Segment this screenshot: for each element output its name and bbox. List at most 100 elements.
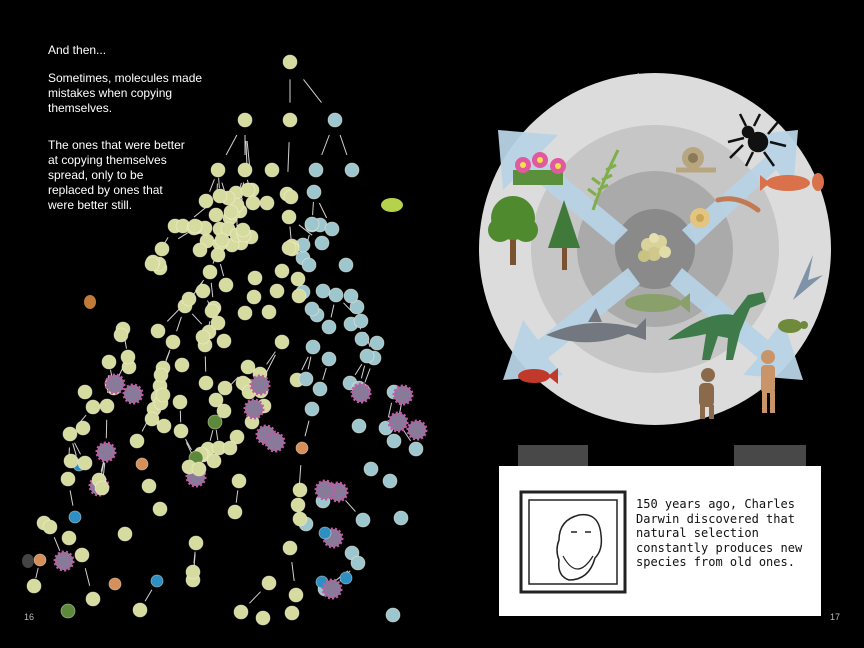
molecule — [392, 384, 414, 406]
molecule — [117, 526, 133, 542]
molecule — [181, 291, 197, 307]
molecule — [304, 401, 320, 417]
molecule — [227, 504, 243, 520]
molecule — [132, 602, 148, 618]
tree-link — [84, 568, 91, 586]
molecule — [247, 270, 263, 286]
molecule — [314, 479, 336, 501]
molecule — [152, 501, 168, 517]
molecule — [99, 398, 115, 414]
tree-link — [307, 356, 312, 370]
molecule — [155, 387, 171, 403]
molecule — [165, 334, 181, 350]
tree-link — [330, 304, 335, 318]
molecule — [101, 354, 117, 370]
red-fish-icon — [518, 368, 558, 384]
molecule — [408, 441, 424, 457]
mutant-molecule — [381, 198, 403, 212]
molecule — [350, 555, 366, 571]
molecule — [172, 394, 188, 410]
molecule — [274, 334, 290, 350]
molecule — [284, 605, 300, 621]
tree-link — [339, 134, 348, 156]
molecule — [122, 383, 144, 405]
molecule — [135, 457, 149, 471]
tree-link — [289, 226, 292, 240]
molecule — [218, 277, 234, 293]
tree-link — [266, 351, 276, 365]
molecule — [77, 455, 93, 471]
molecule — [94, 480, 110, 496]
spider-icon — [727, 113, 787, 167]
ape-icon — [699, 368, 715, 419]
molecule — [198, 375, 214, 391]
molecule — [261, 575, 277, 591]
molecule — [208, 392, 224, 408]
tree-link — [176, 316, 182, 332]
molecule — [308, 162, 324, 178]
darwin-card: 150 years ago, Charles Darwin discovered… — [499, 466, 821, 616]
molecule — [355, 512, 371, 528]
tree-link — [287, 142, 290, 172]
tree-link — [218, 177, 220, 189]
molecule — [33, 553, 47, 567]
tree-link — [166, 308, 181, 322]
molecule — [274, 263, 290, 279]
molecule — [187, 218, 203, 234]
human-icon — [761, 350, 775, 413]
molecule — [290, 271, 306, 287]
tree-link — [185, 438, 192, 451]
molecule — [195, 329, 211, 345]
molecule — [328, 287, 344, 303]
tree-link — [303, 79, 322, 103]
tree-link — [74, 442, 81, 455]
molecule — [315, 283, 331, 299]
molecule — [264, 162, 280, 178]
molecule — [292, 511, 308, 527]
molecule — [282, 540, 298, 556]
darwin-portrait-icon — [519, 490, 627, 594]
molecule — [192, 242, 208, 258]
cell-cluster-icon — [638, 233, 671, 262]
molecule — [210, 162, 226, 178]
tree-link — [144, 589, 153, 602]
molecule — [339, 571, 353, 585]
tree-link — [69, 490, 74, 506]
molecule — [60, 471, 76, 487]
molecule — [85, 591, 101, 607]
molecule — [156, 418, 172, 434]
tree-icon — [488, 196, 538, 265]
molecule-evolution-tree — [22, 54, 428, 626]
molecule — [216, 403, 232, 419]
molecule — [237, 112, 253, 128]
bird-icon — [793, 255, 823, 300]
tree-link — [249, 591, 261, 604]
tree-link — [298, 224, 313, 236]
tree-link — [215, 429, 219, 441]
evolution-wheel — [479, 73, 831, 425]
molecule — [210, 247, 226, 263]
molecule — [212, 188, 228, 204]
molecule — [185, 564, 201, 580]
molecule — [42, 519, 58, 535]
molecule — [216, 333, 232, 349]
molecule — [26, 578, 42, 594]
molecule — [321, 319, 337, 335]
tree-link — [219, 263, 225, 277]
molecule — [314, 235, 330, 251]
molecule — [207, 414, 223, 430]
molecule — [204, 303, 220, 319]
molecule — [304, 216, 320, 232]
molecule — [229, 429, 245, 445]
tree-link — [53, 537, 61, 551]
page-number-left: 16 — [24, 612, 35, 622]
molecule — [62, 426, 78, 442]
flower-icon — [513, 152, 566, 185]
molecule — [343, 288, 359, 304]
molecule — [243, 398, 265, 420]
molecule — [108, 577, 122, 591]
molecule — [344, 162, 360, 178]
molecule — [74, 547, 90, 563]
tree-link — [321, 134, 330, 156]
molecule — [282, 112, 298, 128]
